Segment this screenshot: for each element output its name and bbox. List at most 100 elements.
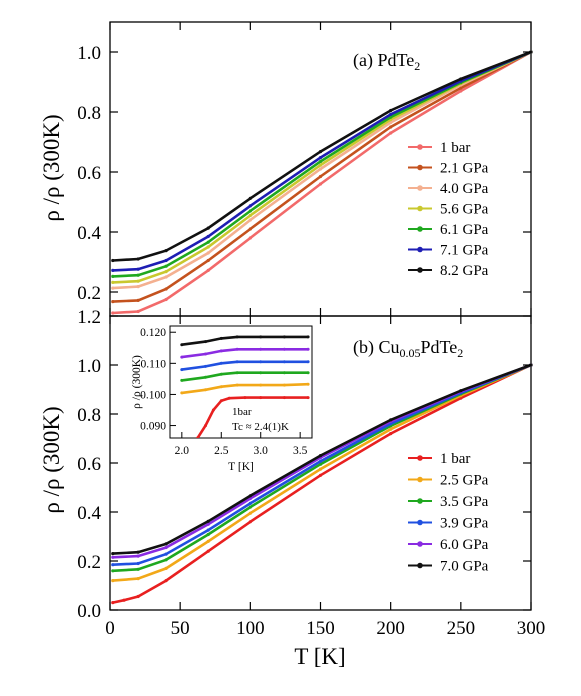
data-point-3-2 <box>164 270 168 274</box>
data-point-4-5 <box>282 347 286 351</box>
data-point-2-5 <box>318 462 323 466</box>
x-tick-label-5: 250 <box>447 618 476 639</box>
y-tick-label-b-2: 0.4 <box>77 503 101 524</box>
data-point-4-1 <box>136 554 140 558</box>
inset-y-tick-label-0: 0.090 <box>140 421 166 433</box>
inset-frame <box>169 325 313 439</box>
data-point-1-1 <box>136 298 140 302</box>
data-point-0-3 <box>164 579 168 583</box>
data-point-2-3 <box>206 532 210 537</box>
y-tick-label-b-4: 0.8 <box>77 405 101 426</box>
data-point-4-6 <box>306 347 310 351</box>
legend-label-5: 7.1 GPa <box>440 243 489 259</box>
data-point-3-1 <box>136 561 140 566</box>
data-point-5-0 <box>180 343 184 347</box>
legend-marker-4 <box>417 226 423 232</box>
data-point-4-3 <box>235 347 239 351</box>
data-point-1-6 <box>389 125 393 129</box>
panel-b-series <box>111 363 533 605</box>
data-point-0-1 <box>204 424 207 428</box>
data-point-0-2 <box>136 594 140 599</box>
y-tick-label-b-1: 0.2 <box>77 552 101 573</box>
data-point-4-2 <box>164 545 168 550</box>
data-point-2-5 <box>318 167 323 171</box>
data-point-5-1 <box>204 340 207 344</box>
data-point-4-0 <box>111 555 115 559</box>
y-axis-title-top: ρ /ρ (300K) <box>39 114 64 221</box>
data-point-4-0 <box>180 355 184 359</box>
inset-annotation-tc: Tc ≈ 2.4(1)K <box>232 421 289 433</box>
legend-marker-2 <box>417 185 423 191</box>
data-point-0-4 <box>248 236 252 240</box>
x-tick-label-2: 100 <box>236 618 265 639</box>
data-point-2-3 <box>235 371 239 375</box>
inset-y-tick-label-2: 0.110 <box>141 358 167 370</box>
data-point-4-1 <box>204 352 207 356</box>
x-tick-label-0: 0 <box>105 618 115 639</box>
data-point-1-7 <box>459 86 463 90</box>
data-point-3-4 <box>248 213 252 218</box>
legend-label-2: 3.5 GPa <box>440 494 489 510</box>
y-axis-title-bottom: ρ /ρ (300K) <box>39 406 64 513</box>
data-point-1-4 <box>259 383 263 387</box>
data-point-5-6 <box>389 418 393 422</box>
data-point-4-1 <box>136 273 140 277</box>
data-point-6-7 <box>459 77 463 81</box>
legend-label-0: 1 bar <box>440 140 470 156</box>
data-point-3-3 <box>206 528 210 532</box>
inset-x-axis-title: T [K] <box>228 461 254 473</box>
data-point-2-5 <box>282 371 286 375</box>
data-point-3-0 <box>111 563 115 567</box>
legend-marker-1 <box>417 164 423 171</box>
data-point-5-2 <box>164 258 168 263</box>
x-axis-ticks: 0 50 100 150 200 250 300 <box>105 22 545 639</box>
panel-b-legend: 1 bar 2.5 GPa 3.5 GPa 3.9 GPa 6.0 GPa 7.0 GPa <box>408 451 489 575</box>
inset-series <box>180 335 310 438</box>
data-point-4-5 <box>318 159 323 164</box>
data-point-5-6 <box>389 112 393 116</box>
y-tick-label-a-0: 1.2 <box>77 307 101 328</box>
data-point-6-0 <box>111 258 115 263</box>
data-point-3-1 <box>136 279 140 283</box>
legend-label-6: 8.2 GPa <box>440 263 489 279</box>
data-point-5-1 <box>136 267 140 271</box>
data-point-4-3 <box>206 522 210 526</box>
data-point-1-2 <box>219 385 223 389</box>
data-point-4-3 <box>206 240 210 244</box>
data-point-2-6 <box>306 371 310 375</box>
data-point-0-7 <box>459 89 463 93</box>
data-point-0-3 <box>206 268 210 272</box>
data-point-3-4 <box>248 501 252 505</box>
x-axis-title: T [K] <box>294 644 345 669</box>
data-point-0-7 <box>389 432 393 436</box>
data-point-0-0 <box>111 601 115 605</box>
y-tick-label-a-4: 0.8 <box>77 103 101 124</box>
data-point-5-0 <box>111 552 115 556</box>
legend-marker-5 <box>417 562 423 569</box>
data-point-2-4 <box>248 505 252 509</box>
data-point-5-6 <box>306 335 310 339</box>
x-tick-label-1: 50 <box>171 618 190 639</box>
data-point-5-0 <box>111 268 115 272</box>
legend-label-4: 6.0 GPa <box>440 537 489 553</box>
data-point-1-6 <box>306 382 310 386</box>
data-point-1-5 <box>318 467 323 471</box>
panel-a-series <box>111 50 533 315</box>
data-point-0-0 <box>196 436 200 438</box>
data-point-5-7 <box>459 389 463 393</box>
data-point-2-2 <box>164 558 168 562</box>
data-point-6-5 <box>318 150 323 154</box>
data-point-0-4 <box>206 549 210 553</box>
legend-label-4: 6.1 GPa <box>440 222 489 238</box>
y-tick-label-a-2: 0.4 <box>77 223 101 244</box>
data-point-5-3 <box>206 234 210 239</box>
data-point-3-0 <box>180 368 184 372</box>
data-point-3-3 <box>235 360 239 364</box>
data-point-5-5 <box>318 156 323 160</box>
data-point-2-4 <box>248 218 252 222</box>
data-point-5-3 <box>235 335 239 339</box>
x-tick-label-4: 200 <box>376 618 405 639</box>
legend-marker-0 <box>417 455 423 461</box>
data-point-1-2 <box>164 287 168 291</box>
y-tick-label-a-3: 0.6 <box>77 163 101 184</box>
